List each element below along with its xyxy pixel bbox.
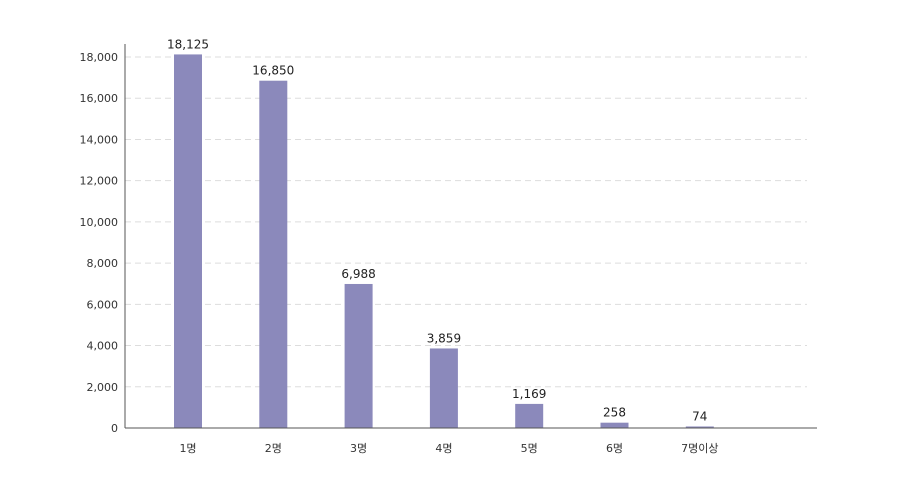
x-category-label: 2명 — [265, 442, 282, 455]
bar-5 — [515, 403, 544, 428]
y-tick-label: 18,000 — [80, 51, 119, 64]
x-category-label: 3명 — [350, 442, 367, 455]
axes — [124, 44, 817, 429]
bar-value-label: 6,988 — [341, 267, 375, 281]
bar-1 — [174, 54, 202, 428]
bar-3 — [344, 283, 373, 428]
bar-value-label: 16,850 — [252, 64, 294, 78]
x-category-label: 4명 — [435, 442, 452, 455]
bars — [174, 54, 714, 429]
gridlines — [125, 56, 807, 388]
y-tick-label: 8,000 — [87, 257, 119, 270]
bar-4 — [429, 348, 458, 428]
bar-value-label: 74 — [692, 409, 707, 423]
bar-7 — [685, 426, 714, 428]
bar-value-label: 1,169 — [512, 387, 546, 401]
x-category-label: 6명 — [606, 442, 623, 455]
y-tick-label: 14,000 — [80, 133, 119, 146]
y-tick-label: 6,000 — [87, 298, 119, 311]
x-category-label: 1명 — [179, 442, 196, 455]
y-tick-label: 4,000 — [87, 340, 119, 353]
bar-6 — [600, 422, 629, 428]
y-tick-label: 12,000 — [80, 175, 119, 188]
y-tick-label: 2,000 — [87, 381, 119, 394]
bar-value-label: 18,125 — [167, 37, 209, 51]
y-tick-label: 10,000 — [80, 216, 119, 229]
bar-value-label: 258 — [603, 406, 626, 420]
labels: 0 2,000 4,000 6,000 8,000 10,000 12,000 14,000 1… — [80, 37, 719, 455]
x-category-label: 5명 — [521, 442, 538, 455]
bar-2 — [259, 80, 288, 429]
y-tick-label: 0 — [111, 422, 118, 435]
y-tick-label: 16,000 — [80, 92, 119, 105]
bar-value-label: 3,859 — [427, 331, 461, 345]
x-category-label: 7명이상 — [681, 442, 718, 455]
